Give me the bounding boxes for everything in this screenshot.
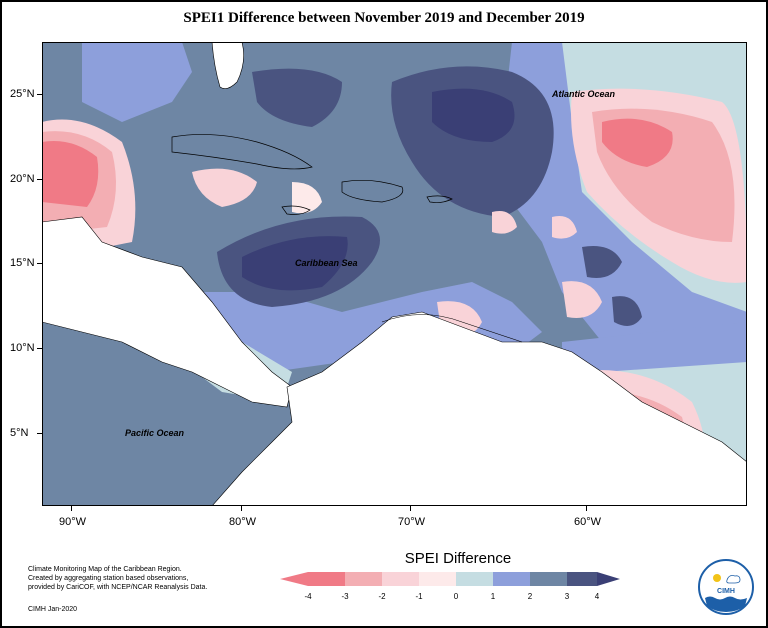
credits-line-3: provided by CariCOF, with NCEP/NCAR Rean… <box>28 584 208 591</box>
legend-swatch-3-4 <box>567 572 597 586</box>
legend-swatch-neg3-neg2 <box>345 572 382 586</box>
legend-tick-neg4: -4 <box>304 592 312 601</box>
color-legend: -4 -3 -2 -1 0 1 2 3 4 <box>280 572 620 601</box>
legend-title: SPEI Difference <box>404 550 512 567</box>
legend-swatch-2-3 <box>530 572 567 586</box>
cimh-logo: CIMH <box>698 559 754 615</box>
credits-date: CIMH Jan-2020 <box>28 606 78 613</box>
zone-pink-small-2 <box>492 211 517 234</box>
legend-swatch-0-1 <box>456 572 493 586</box>
lon-tick <box>241 506 242 511</box>
legend-tick-2: 2 <box>528 592 533 601</box>
legend-tick-1: 1 <box>491 592 496 601</box>
lon-label-60w: 60°W <box>574 516 602 528</box>
lat-tick <box>37 263 42 264</box>
legend-tick-neg1: -1 <box>415 592 423 601</box>
map-title: SPEI1 Difference between November 2019 a… <box>183 10 585 26</box>
lat-tick <box>37 433 42 434</box>
coast-venezuela <box>381 314 523 343</box>
caribbean-sea-label: Caribbean Sea <box>295 258 358 268</box>
lat-label-5n: 5°N <box>10 427 29 439</box>
lat-tick <box>37 94 42 95</box>
zone-navy-east-small <box>582 246 622 278</box>
legend-swatch-neg2-neg1 <box>382 572 419 586</box>
lon-tick <box>410 506 411 511</box>
lat-tick <box>37 348 42 349</box>
legend-tick-neg2: -2 <box>378 592 386 601</box>
map-credits: Climate Monitoring Map of the Caribbean … <box>28 565 238 592</box>
zone-navy-bahamas <box>252 68 342 127</box>
zone-navy-atlantic-core <box>432 88 515 142</box>
lat-label-10n: 10°N <box>10 342 35 354</box>
land-jamaica <box>281 205 311 215</box>
atlantic-ocean-label: Atlantic Ocean <box>551 89 616 99</box>
land-south-america <box>211 311 747 506</box>
lon-label-90w: 90°W <box>59 516 87 528</box>
lat-label-15n: 15°N <box>10 257 35 269</box>
credits-line-1: Climate Monitoring Map of the Caribbean … <box>28 566 182 573</box>
lat-label-25n: 25°N <box>10 88 35 100</box>
spei-difference-map: Atlantic Ocean Caribbean Sea Pacific Oce… <box>42 42 747 506</box>
lon-label-70w: 70°W <box>398 516 426 528</box>
legend-tick-0: 0 <box>454 592 459 601</box>
legend-swatch-neg4-neg3 <box>308 572 345 586</box>
zone-navy-east-small-2 <box>612 296 642 326</box>
cloud-icon <box>726 575 741 584</box>
zone-light-blue-north <box>82 42 192 122</box>
zone-pink-lesser-antilles <box>562 281 602 318</box>
land-florida <box>211 42 244 89</box>
lon-tick <box>71 506 72 511</box>
lat-label-20n: 20°N <box>10 173 35 185</box>
legend-tick-3: 3 <box>565 592 570 601</box>
legend-arrow-high <box>597 572 620 586</box>
legend-arrow-low <box>280 572 308 586</box>
legend-swatch-1-2 <box>493 572 530 586</box>
land-cuba <box>171 134 313 170</box>
zone-red-east-core <box>602 118 673 167</box>
credits-line-2: Created by aggregating station based obs… <box>28 575 189 582</box>
land-hispaniola <box>341 180 404 203</box>
zone-navy-atlantic <box>391 66 554 217</box>
legend-swatch-neg1-0 <box>419 572 456 586</box>
waves-icon <box>705 596 747 612</box>
lon-tick <box>586 506 587 511</box>
pacific-ocean-label: Pacific Ocean <box>125 428 185 438</box>
zone-pink-small-3 <box>552 216 577 239</box>
legend-tick-neg3: -3 <box>341 592 349 601</box>
sun-icon <box>713 574 721 582</box>
zone-navy-caribbean-core <box>242 236 348 291</box>
lat-tick <box>37 179 42 180</box>
land-puerto-rico <box>426 195 453 203</box>
logo-text: CIMH <box>717 588 735 595</box>
zone-pink-small-1 <box>292 182 322 214</box>
legend-tick-4: 4 <box>595 592 600 601</box>
map-border <box>42 42 747 506</box>
lon-label-80w: 80°W <box>229 516 257 528</box>
zone-pink-cuba <box>192 168 257 207</box>
zone-red-yucatan-core <box>42 141 99 207</box>
